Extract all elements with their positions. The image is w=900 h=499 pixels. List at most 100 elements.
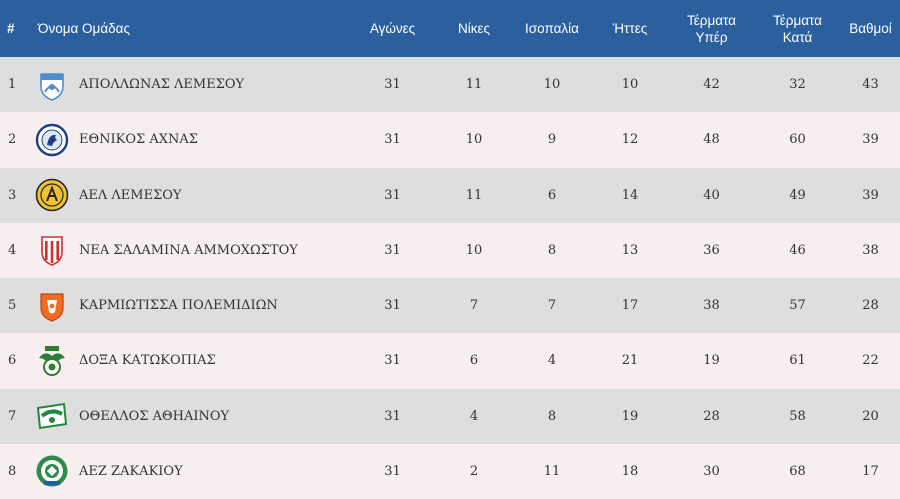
draws-cell: 9 <box>547 132 557 148</box>
wins-cell: 4 <box>469 408 479 424</box>
header-goals-for: Τέρματα Υπέρ <box>669 0 754 57</box>
header-goals-against-line2: Κατά <box>782 29 813 45</box>
wins-cell: 10 <box>465 132 483 148</box>
position-cell: 5 <box>8 298 17 314</box>
team-cell: ΑΕΛ ΛΕΜΕΣΟΥ <box>33 168 350 223</box>
doxa-crest-icon <box>35 344 69 378</box>
draws-cell: 8 <box>547 408 557 424</box>
position-cell: 7 <box>8 408 17 424</box>
goals-against-cell: 46 <box>789 242 806 258</box>
losses-cell: 12 <box>621 132 639 148</box>
goals-for-cell: 28 <box>703 408 720 424</box>
team-info: ΔΟΞΑ ΚΑΤΩΚΟΠΙΑΣ <box>33 344 350 378</box>
team-info: ΑΠΟΛΛΩΝΑΣ ΛΕΜΕΣΟΥ <box>33 68 350 102</box>
losses-cell: 19 <box>621 408 639 424</box>
losses-cell: 10 <box>621 77 639 93</box>
points-cell: 28 <box>862 298 879 314</box>
header-losses: Ήττες <box>612 21 648 36</box>
team-info: ΕΘΝΙΚΟΣ ΑΧΝΑΣ <box>33 123 350 157</box>
points-cell: 38 <box>862 242 879 258</box>
header-goals-against: Τέρματα Κατά <box>754 0 841 57</box>
header-draws: Ισοπαλία <box>525 21 579 36</box>
header-points: Βαθμοί <box>849 21 892 36</box>
team-name: ΚΑΡΜΙΩΤΙΣΣΑ ΠΟΛΕΜΙΔΙΩΝ <box>79 298 278 314</box>
team-name: ΑΕΖ ΖΑΚΑΚΙΟΥ <box>79 463 183 479</box>
team-info: ΝΕΑ ΣΑΛΑΜΙΝΑ ΑΜΜΟΧΩΣΤΟΥ <box>33 233 350 267</box>
ethnikos-crest-icon <box>35 123 69 157</box>
wins-cell: 10 <box>465 242 483 258</box>
draws-cell: 10 <box>543 77 561 93</box>
goals-against-cell: 68 <box>789 463 806 479</box>
header-goals-for-line2: Υπέρ <box>695 29 728 45</box>
wins-cell: 11 <box>465 77 483 93</box>
team-cell: ΕΘΝΙΚΟΣ ΑΧΝΑΣ <box>33 112 350 167</box>
losses-cell: 17 <box>621 298 639 314</box>
position-cell: 3 <box>8 187 17 203</box>
played-cell: 31 <box>384 132 401 148</box>
header-wins: Νίκες <box>457 21 491 36</box>
apollon-crest-icon <box>35 68 69 102</box>
draws-cell: 7 <box>547 298 557 314</box>
goals-against-cell: 61 <box>789 353 806 369</box>
team-name: ΟΘΕΛΛΟΣ ΑΘΗΑΙΝΟΥ <box>79 408 230 424</box>
table-row: 5 ΚΑΡΜΙΩΤΙΣΣΑ ΠΟΛΕΜΙΔΙΩΝ 31 7 7 17 38 57 28 <box>0 278 900 334</box>
wins-cell: 6 <box>469 353 479 369</box>
goals-for-cell: 36 <box>703 242 720 258</box>
goals-for-cell: 38 <box>703 298 720 314</box>
karmiotissa-crest-icon <box>35 289 69 323</box>
goals-for-cell: 19 <box>703 353 720 369</box>
team-info: ΟΘΕΛΛΟΣ ΑΘΗΑΙΝΟΥ <box>33 399 350 433</box>
goals-for-cell: 30 <box>703 463 720 479</box>
table-row: 2 ΕΘΝΙΚΟΣ ΑΧΝΑΣ 31 10 9 12 48 60 39 <box>0 112 900 168</box>
played-cell: 31 <box>384 463 401 479</box>
team-cell: ΑΕΖ ΖΑΚΑΚΙΟΥ <box>33 444 350 499</box>
header-goals-against-line1: Τέρματα <box>773 12 822 28</box>
goals-against-cell: 32 <box>789 77 806 93</box>
team-name: ΔΟΞΑ ΚΑΤΩΚΟΠΙΑΣ <box>79 353 216 369</box>
ael-crest-icon <box>35 178 69 212</box>
team-cell: ΟΘΕΛΛΟΣ ΑΘΗΑΙΝΟΥ <box>33 389 350 444</box>
position-cell: 6 <box>8 353 17 369</box>
table-row: 7 ΟΘΕΛΛΟΣ ΑΘΗΑΙΝΟΥ 31 4 8 19 28 58 20 <box>0 388 900 444</box>
table-row: 8 ΑΕΖ ΖΑΚΑΚΙΟΥ 31 2 11 18 30 68 17 <box>0 443 900 499</box>
team-info: ΑΕΖ ΖΑΚΑΚΙΟΥ <box>33 454 350 488</box>
played-cell: 31 <box>384 77 401 93</box>
draws-cell: 11 <box>543 463 561 479</box>
played-cell: 31 <box>384 187 401 203</box>
team-cell: ΔΟΞΑ ΚΑΤΩΚΟΠΙΑΣ <box>33 333 350 388</box>
table-header: # Όνομα Ομάδας Αγώνες Νίκες Ισοπαλία Ήττ… <box>0 0 900 57</box>
points-cell: 43 <box>862 77 879 93</box>
goals-for-cell: 40 <box>703 187 720 203</box>
wins-cell: 2 <box>469 463 479 479</box>
table-row: 3 ΑΕΛ ΛΕΜΕΣΟΥ 31 11 6 14 40 49 39 <box>0 167 900 223</box>
losses-cell: 14 <box>621 187 639 203</box>
played-cell: 31 <box>384 353 401 369</box>
table-row: 4 ΝΕΑ ΣΑΛΑΜΙΝΑ ΑΜΜΟΧΩΣΤΟΥ 31 10 8 13 36 46 38 <box>0 222 900 278</box>
losses-cell: 18 <box>621 463 639 479</box>
header-position: # <box>7 21 15 36</box>
team-name: ΝΕΑ ΣΑΛΑΜΙΝΑ ΑΜΜΟΧΩΣΤΟΥ <box>79 242 298 258</box>
aez-crest-icon <box>35 454 69 488</box>
points-cell: 17 <box>862 463 879 479</box>
position-cell: 4 <box>8 242 17 258</box>
table-row: 1 ΑΠΟΛΛΩΝΑΣ ΛΕΜΕΣΟΥ 31 11 10 10 42 32 43 <box>0 57 900 113</box>
points-cell: 39 <box>862 132 879 148</box>
header-team-name: Όνομα Ομάδας <box>38 21 130 36</box>
goals-for-cell: 42 <box>703 77 720 93</box>
table-body: 1 ΑΠΟΛΛΩΝΑΣ ΛΕΜΕΣΟΥ 31 11 10 10 42 32 43 2 ΕΘΝΙΚΟΣ… <box>0 57 900 499</box>
losses-cell: 13 <box>621 242 639 258</box>
played-cell: 31 <box>384 298 401 314</box>
draws-cell: 4 <box>547 353 557 369</box>
team-name: ΑΕΛ ΛΕΜΕΣΟΥ <box>79 187 182 203</box>
draws-cell: 6 <box>547 187 557 203</box>
nea-salamina-crest-icon <box>35 233 69 267</box>
played-cell: 31 <box>384 408 401 424</box>
position-cell: 8 <box>8 463 17 479</box>
points-cell: 39 <box>862 187 879 203</box>
team-name: ΑΠΟΛΛΩΝΑΣ ΛΕΜΕΣΟΥ <box>79 77 245 93</box>
goals-against-cell: 49 <box>789 187 806 203</box>
draws-cell: 8 <box>547 242 557 258</box>
played-cell: 31 <box>384 242 401 258</box>
losses-cell: 21 <box>621 353 639 369</box>
